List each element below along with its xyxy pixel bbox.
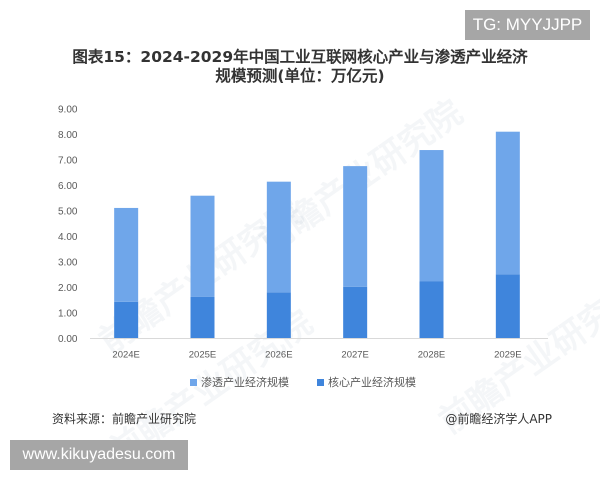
legend-item-core: 核心产业经济规模 xyxy=(317,374,416,390)
y-tick-label: 6.00 xyxy=(58,181,78,192)
bar-segment xyxy=(114,207,139,302)
y-tick-label: 1.00 xyxy=(58,309,78,320)
credit-note: @前瞻经济学人APP xyxy=(445,412,552,426)
chart-title-line-2: 规模预测(单位：万亿元) xyxy=(215,67,385,85)
bar-segment xyxy=(419,281,444,339)
y-tick-label: 9.00 xyxy=(58,105,78,116)
y-tick-label: 3.00 xyxy=(58,258,78,269)
site-badge: www.kikuyadesu.com xyxy=(10,440,188,470)
y-axis: 0.00 1.00 2.00 3.00 4.00 5.00 6.00 7.00 8.00 9.00 xyxy=(58,105,78,346)
bar-segment xyxy=(495,131,520,275)
y-tick-label: 0.00 xyxy=(58,334,78,345)
y-tick-label: 7.00 xyxy=(58,156,78,167)
x-tick-label: 2027E xyxy=(341,350,368,361)
y-tick-label: 2.00 xyxy=(58,283,78,294)
bar-segment xyxy=(266,181,291,293)
x-tick-label: 2029E xyxy=(494,350,521,361)
bars xyxy=(114,131,520,339)
legend-label-penetration: 渗透产业经济规模 xyxy=(201,376,289,389)
bar-segment xyxy=(114,301,139,339)
bar-segment xyxy=(343,286,368,339)
y-tick-label: 5.00 xyxy=(58,207,78,218)
legend-item-penetration: 渗透产业经济规模 xyxy=(190,374,289,390)
bar-segment xyxy=(343,166,368,287)
chart-title-line-1: 图表15：2024-2029年中国工业互联网核心产业与渗透产业经济 xyxy=(72,48,528,66)
legend: 渗透产业经济规模 核心产业经济规模 xyxy=(190,374,416,390)
tg-badge: TG: MYYJJPP xyxy=(465,10,590,40)
x-axis: 2024E 2025E 2026E 2027E 2028E 2029E xyxy=(112,350,521,361)
legend-label-core: 核心产业经济规模 xyxy=(328,376,416,389)
bar-segment xyxy=(266,292,291,339)
legend-swatch-core xyxy=(317,378,324,386)
x-tick-label: 2026E xyxy=(265,350,292,361)
legend-swatch-penetration xyxy=(190,378,197,386)
x-tick-label: 2024E xyxy=(112,350,139,361)
bar-segment xyxy=(190,296,215,339)
y-tick-label: 8.00 xyxy=(58,130,78,141)
chart-title: 图表15：2024-2029年中国工业互联网核心产业与渗透产业经济 规模预测(单… xyxy=(0,48,600,86)
x-tick-label: 2025E xyxy=(189,350,216,361)
bar-segment xyxy=(419,150,444,282)
bar-segment xyxy=(190,195,215,297)
y-tick-label: 4.00 xyxy=(58,232,78,243)
bar-segment xyxy=(495,274,520,339)
source-note: 资料来源：前瞻产业研究院 xyxy=(52,412,197,426)
x-tick-label: 2028E xyxy=(418,350,445,361)
